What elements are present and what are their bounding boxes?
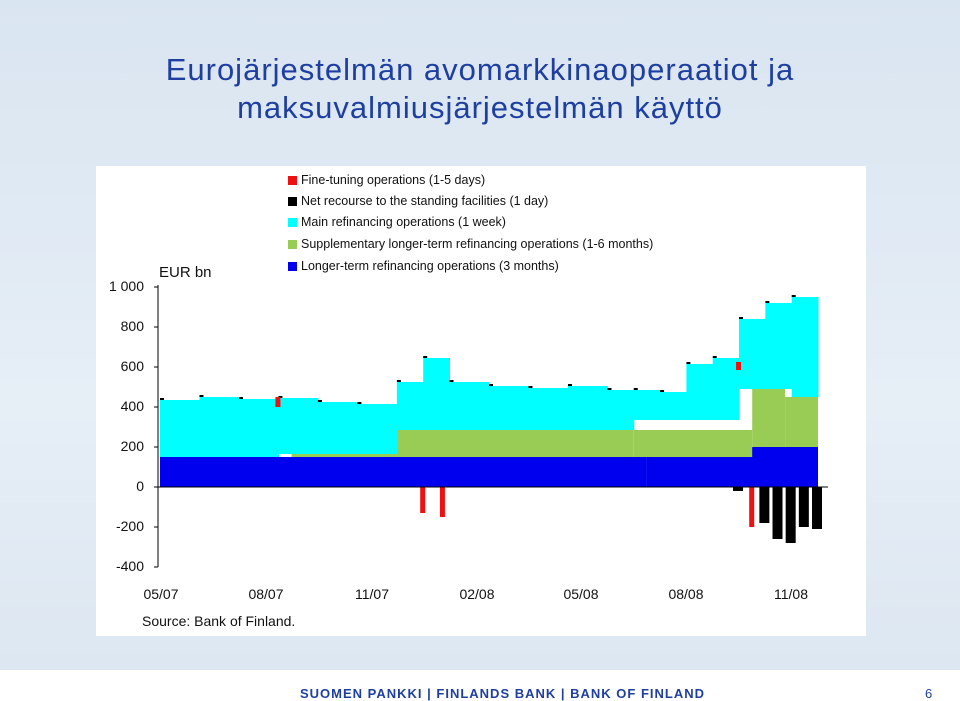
chart-source: Source: Bank of Finland. <box>142 613 296 629</box>
main-refinancing-bar <box>423 358 451 430</box>
x-tick-label: 05/07 <box>143 586 179 602</box>
y-tick-label: 600 <box>120 358 144 374</box>
main-refinancing-bar <box>686 364 714 420</box>
x-tick-label: 11/07 <box>355 586 389 602</box>
main-refinancing-bar <box>199 397 240 457</box>
x-tick-label: 08/08 <box>668 586 704 602</box>
standing-facility-bar <box>812 487 822 529</box>
x-tick-label: 08/07 <box>248 586 284 602</box>
fine-tuning-bar <box>275 397 281 407</box>
main-refinancing-bar <box>633 390 661 420</box>
main-refinancing-bar <box>712 358 740 420</box>
supplementary-ltro-bar <box>785 397 818 447</box>
standing-facility-tick <box>633 388 638 390</box>
main-refinancing-bar <box>765 303 793 389</box>
y-tick-label: 400 <box>120 398 144 414</box>
slide-title-line2: maksuvalmiusjärjestelmän käyttö <box>237 90 723 125</box>
standing-facility-tick <box>423 356 428 358</box>
main-refinancing-bar <box>238 399 279 457</box>
standing-facility-tick <box>765 301 770 303</box>
standing-facility-bar <box>785 487 796 543</box>
supplementary-ltro-bar <box>396 430 634 457</box>
footer-bar <box>0 670 960 701</box>
page-number: 6 <box>925 686 933 701</box>
main-refinancing-bar <box>607 390 635 430</box>
main-refinancing-bar <box>567 386 608 430</box>
y-tick-label: 0 <box>136 478 144 494</box>
fine-tuning-bar <box>736 362 742 370</box>
ltro-3m-bar <box>160 457 647 487</box>
fine-tuning-bar <box>420 487 426 513</box>
y-tick-label: -400 <box>115 558 144 574</box>
chart-bars <box>160 295 822 543</box>
standing-facility-tick <box>607 388 612 390</box>
fine-tuning-bar <box>439 487 445 517</box>
standing-facility-bar <box>759 487 770 523</box>
standing-facility-tick <box>238 397 243 399</box>
legend-swatch <box>288 218 297 227</box>
x-tick-label: 02/08 <box>459 586 495 602</box>
main-refinancing-bar <box>660 392 687 420</box>
main-refinancing-bar <box>739 319 766 389</box>
main-refinancing-bar <box>791 297 819 397</box>
standing-facility-bar <box>798 487 809 527</box>
standing-facility-tick <box>528 386 533 388</box>
legend-label: Fine-tuning operations (1-5 days) <box>301 173 486 187</box>
supplementary-ltro-bar <box>633 430 753 457</box>
legend-swatch <box>288 197 297 206</box>
standing-facility-tick <box>739 317 744 319</box>
slide-title-line1: Eurojärjestelmän avomarkkinaoperaatiot j… <box>165 52 795 87</box>
standing-facility-tick <box>396 380 401 382</box>
y-axis-ticks <box>154 286 158 568</box>
main-refinancing-bar <box>317 402 358 454</box>
standing-facility-tick <box>567 384 572 386</box>
standing-facility-bar <box>772 487 783 539</box>
fine-tuning-bar <box>749 487 755 527</box>
legend-swatch <box>288 262 297 271</box>
main-refinancing-bar <box>357 404 398 454</box>
standing-facility-bar <box>733 487 744 491</box>
standing-facility-tick <box>199 395 204 397</box>
footer-text: SUOMEN PANKKI | FINLANDS BANK | BANK OF … <box>300 686 706 701</box>
supplementary-ltro-bar <box>752 389 786 447</box>
unit-label: EUR bn <box>159 264 212 281</box>
legend-label: Main refinancing operations (1 week) <box>301 215 506 229</box>
x-tick-label: 05/08 <box>563 586 599 602</box>
standing-facility-tick <box>660 390 665 392</box>
legend-swatch <box>288 240 297 249</box>
standing-facility-tick <box>791 295 796 297</box>
legend-swatch <box>288 176 297 185</box>
legend-label: Net recourse to the standing facilities … <box>301 194 549 208</box>
main-refinancing-bar <box>489 386 529 430</box>
legend-label: Longer-term refinancing operations (3 mo… <box>301 259 559 273</box>
standing-facility-tick <box>712 356 717 358</box>
legend-label: Supplementary longer-term refinancing op… <box>301 237 654 251</box>
y-tick-label: -200 <box>115 518 144 534</box>
supplementary-ltro-bar <box>291 454 397 457</box>
main-refinancing-bar <box>160 400 200 457</box>
y-tick-label: 200 <box>120 438 144 454</box>
x-tick-label: 11/08 <box>774 586 808 602</box>
main-refinancing-bar <box>449 382 490 430</box>
standing-facility-tick <box>160 398 164 400</box>
standing-facility-tick <box>686 362 691 364</box>
standing-facility-tick <box>489 384 493 386</box>
main-refinancing-bar <box>396 382 424 430</box>
standing-facility-tick <box>317 400 322 402</box>
standing-facility-tick <box>449 380 454 382</box>
y-tick-label: 800 <box>120 318 144 334</box>
standing-facility-tick <box>357 402 362 404</box>
y-tick-label: 1 000 <box>108 278 144 294</box>
main-refinancing-bar <box>528 388 569 430</box>
main-refinancing-bar <box>278 398 319 454</box>
